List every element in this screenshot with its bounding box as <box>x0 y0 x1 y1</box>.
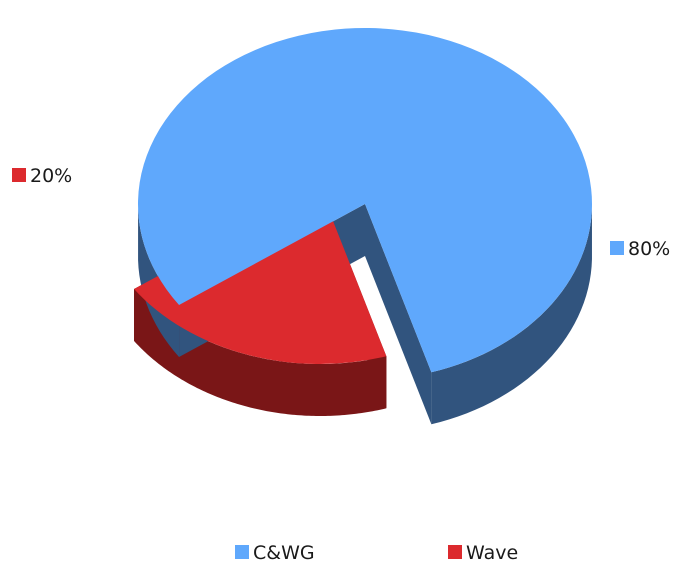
slice-c-wg-rim-1 <box>431 207 592 425</box>
data-label-swatch-c-wg <box>610 241 624 255</box>
slice-wave-rim-0 <box>134 288 387 416</box>
legend: C&WG Wave <box>235 542 518 564</box>
pie-slices <box>134 28 592 425</box>
slice-c-wg <box>137 28 592 373</box>
data-labels: 80% 20% <box>12 165 670 260</box>
legend-label-c-wg: C&WG <box>253 542 315 564</box>
slice-c-wg-cut-face-1 <box>365 204 432 425</box>
legend-label-wave: Wave <box>466 542 518 564</box>
legend-swatch-c-wg <box>235 545 249 559</box>
slice-wave <box>134 188 387 365</box>
data-label-c-wg: 80% <box>628 238 670 260</box>
legend-swatch-wave <box>448 545 462 559</box>
data-label-swatch-wave <box>12 168 26 182</box>
data-label-wave: 20% <box>30 165 72 187</box>
